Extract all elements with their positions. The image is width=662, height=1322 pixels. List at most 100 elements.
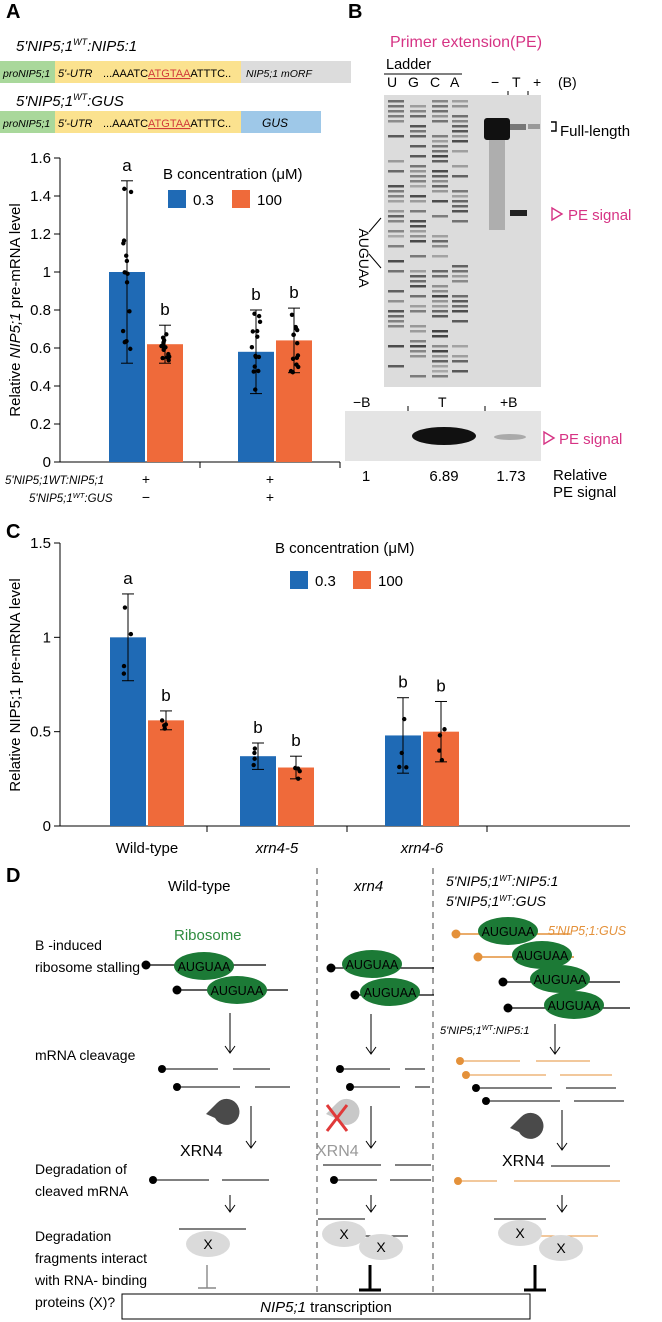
model-c3-codon-4: AUGUAA bbox=[548, 999, 601, 1013]
data-point bbox=[127, 309, 132, 314]
model-row4-b: fragments interact bbox=[35, 1250, 147, 1266]
ladder-band bbox=[388, 160, 404, 163]
ladder-band bbox=[388, 290, 404, 293]
model-xrn4-degraded bbox=[323, 1164, 431, 1184]
ladder-band bbox=[432, 270, 448, 273]
ladder-band bbox=[410, 310, 426, 313]
ladder-band bbox=[452, 370, 468, 373]
data-point bbox=[159, 343, 164, 349]
data-point bbox=[294, 355, 300, 361]
data-point bbox=[253, 387, 258, 392]
ladder-band bbox=[432, 140, 448, 143]
data-point bbox=[251, 762, 256, 768]
model-c3-x-label-2: X bbox=[556, 1240, 566, 1256]
ladder-band bbox=[432, 330, 448, 333]
ladder-band bbox=[432, 275, 448, 278]
model-c3-codon-2: AUGUAA bbox=[516, 949, 569, 963]
pe-full-length-label: Full-length bbox=[560, 123, 630, 140]
data-point bbox=[437, 748, 442, 753]
ladder-band bbox=[452, 265, 468, 268]
pe-relative-value-3: 1.73 bbox=[496, 468, 525, 485]
model-wt-xrn4-pacman-icon bbox=[206, 1098, 240, 1125]
significance-letter: b bbox=[436, 676, 445, 695]
data-point bbox=[442, 727, 447, 732]
ladder-band bbox=[410, 255, 426, 258]
data-point bbox=[124, 280, 130, 285]
ladder-band bbox=[452, 120, 468, 123]
model-wt-xrn4-label: XRN4 bbox=[180, 1143, 223, 1160]
chart-a-row-label-1: 5'NIP5;1WT:NIP5;1 bbox=[5, 475, 104, 487]
data-point bbox=[297, 768, 302, 774]
pe-ladder-bands bbox=[388, 100, 468, 378]
ladder-band bbox=[410, 305, 426, 308]
pe-ladder-label: Ladder bbox=[386, 57, 431, 73]
y-tick-label: 0.2 bbox=[30, 416, 51, 433]
chart-a-legend-low: 0.3 bbox=[193, 192, 214, 209]
ladder-band bbox=[388, 190, 404, 193]
ladder-band bbox=[410, 200, 426, 203]
model-c3-codon-1: AUGUAA bbox=[482, 925, 535, 939]
data-point bbox=[404, 765, 409, 770]
data-point bbox=[166, 357, 171, 363]
model-wt-arrow-3 bbox=[224, 1195, 236, 1213]
ladder-band bbox=[410, 375, 426, 378]
ladder-band bbox=[388, 195, 404, 198]
model-row4-a: Degradation bbox=[35, 1228, 111, 1244]
model-col3-line1: 5'NIP5;1WT:NIP5:1 bbox=[446, 873, 558, 889]
pe-lane-a: A bbox=[450, 74, 460, 90]
panel-d: D Wild-type xrn4 5'NIP5;1WT:NIP5:1 5'NIP… bbox=[6, 865, 630, 1320]
model-xrn4-cleaved bbox=[336, 1065, 430, 1091]
model-row4-c: with RNA- binding bbox=[34, 1272, 147, 1288]
data-point bbox=[257, 319, 263, 325]
ladder-band bbox=[432, 170, 448, 173]
data-point bbox=[252, 311, 257, 316]
data-point bbox=[252, 756, 257, 761]
data-point bbox=[249, 345, 255, 350]
ladder-band bbox=[388, 260, 404, 263]
ladder-band bbox=[432, 185, 448, 188]
ladder-band bbox=[410, 270, 426, 273]
ladder-band bbox=[432, 145, 448, 148]
ladder-band bbox=[432, 190, 448, 193]
chart-a-sign-1-2: − bbox=[142, 489, 150, 505]
data-point bbox=[402, 716, 407, 722]
pe-lane-u: U bbox=[387, 74, 397, 90]
ladder-band bbox=[388, 120, 404, 123]
ladder-band bbox=[410, 295, 426, 298]
ladder-band bbox=[432, 160, 448, 163]
ladder-band bbox=[388, 365, 404, 368]
chart-c: C Relative NIP5;1 pre-mRNA level B conce… bbox=[6, 521, 630, 857]
construct-2-utr bbox=[55, 111, 241, 133]
significance-letter: a bbox=[122, 156, 132, 175]
ladder-band bbox=[452, 310, 468, 313]
ladder-band bbox=[452, 165, 468, 168]
panel-label-c: C bbox=[6, 521, 20, 543]
model-c3-nip-label: 5'NIP5;1WT:NIP5:1 bbox=[440, 1025, 529, 1037]
model-ribosome-icon bbox=[174, 952, 234, 980]
model-transcription-box bbox=[121, 1293, 531, 1320]
data-point bbox=[124, 253, 129, 258]
ladder-band bbox=[432, 200, 448, 203]
pe-bottom-signal-label: PE signal bbox=[559, 431, 622, 448]
y-tick-label: 1 bbox=[43, 629, 51, 646]
construct-1-title: 5'NIP5;1WT:NIP5:1 bbox=[16, 37, 137, 55]
ladder-band bbox=[388, 345, 404, 348]
model-xrn4-cross-icon bbox=[325, 1104, 349, 1132]
ladder-band bbox=[410, 330, 426, 333]
chart-a-sign-2-1: + bbox=[266, 471, 274, 487]
ladder-band bbox=[432, 215, 448, 218]
construct-2-promoter bbox=[0, 111, 55, 133]
data-point bbox=[252, 364, 257, 369]
ladder-band bbox=[388, 325, 404, 328]
ladder-band bbox=[432, 305, 448, 308]
ladder-band bbox=[388, 245, 404, 248]
ladder-band bbox=[410, 275, 426, 278]
ladder-band bbox=[452, 275, 468, 278]
construct-1-utr-label: 5'-UTR bbox=[58, 68, 93, 80]
ladder-band bbox=[432, 310, 448, 313]
pe-lane-minus: − bbox=[491, 74, 499, 90]
chart-a-legend-swatch-low bbox=[168, 190, 186, 208]
pe-t-signal-band bbox=[510, 210, 527, 216]
significance-letter: b bbox=[161, 686, 170, 705]
